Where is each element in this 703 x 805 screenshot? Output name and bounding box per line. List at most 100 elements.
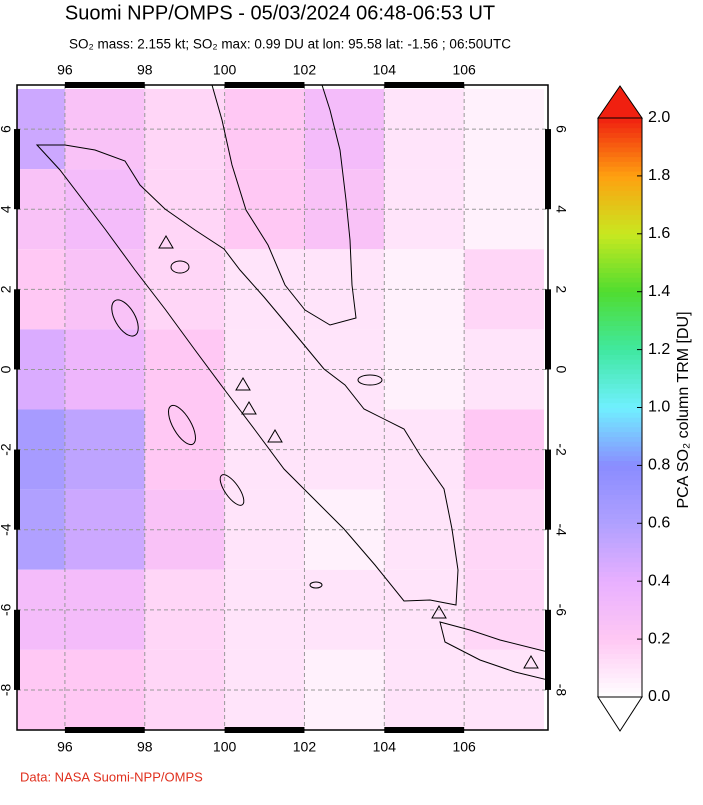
colorbar-step	[598, 248, 642, 254]
so2-cell	[304, 649, 385, 730]
volcano	[267, 429, 283, 443]
colorbar-step	[598, 421, 642, 428]
colorbar-step	[598, 257, 642, 264]
y-tick-label: 6	[553, 125, 569, 133]
java	[439, 621, 548, 681]
island	[309, 581, 323, 589]
colorbar-step	[598, 315, 642, 322]
colorbar-step	[598, 465, 642, 471]
colorbar-step	[598, 475, 642, 481]
x-tick-label: 102	[293, 62, 317, 78]
colorbar-step	[598, 368, 642, 375]
colorbar-step	[598, 349, 642, 355]
colorbar-tick-label: 1.2	[648, 341, 670, 358]
colorbar-step	[598, 470, 642, 476]
so2-cell	[304, 409, 385, 490]
colorbar-label: PCA SO₂ column TRM [DU]	[675, 311, 692, 508]
so2-cell	[144, 649, 225, 730]
colorbar-step	[598, 296, 642, 302]
colorbar-step	[598, 330, 642, 336]
colorbar-step	[598, 344, 642, 351]
colorbar-step	[598, 566, 642, 573]
colorbar-step	[598, 166, 642, 172]
island	[168, 404, 196, 446]
so2-cell	[464, 169, 545, 250]
colorbar-step	[598, 537, 642, 544]
colorbar-step	[598, 513, 642, 519]
colorbar-step	[598, 692, 642, 698]
colorbar-step	[598, 595, 642, 601]
colorbar-step	[598, 180, 642, 187]
frame-band	[545, 289, 551, 370]
colorbar-step	[598, 378, 642, 384]
volcano	[241, 401, 257, 415]
colorbar-step	[598, 619, 642, 626]
y-tick-label: 4	[0, 205, 14, 213]
colorbar-step	[598, 354, 642, 360]
colorbar-step	[598, 204, 642, 211]
so2-cell	[464, 329, 545, 410]
colorbar-tick-label: 0.4	[648, 572, 670, 589]
volcano	[523, 655, 539, 669]
chart-title: Suomi NPP/OMPS - 05/03/2024 06:48-06:53 …	[65, 2, 495, 24]
y-tick-label: 2	[553, 285, 569, 293]
x-tick-label: 98	[137, 739, 153, 755]
x-tick-label: 100	[213, 739, 237, 755]
subtitle: SO₂ mass: 2.155 kt; SO₂ max: 0.99 DU at …	[69, 37, 511, 52]
colorbar-step	[598, 571, 642, 577]
colorbar-step	[598, 658, 642, 664]
peninsula	[211, 85, 357, 326]
colorbar-step	[598, 634, 642, 640]
colorbar-step	[598, 359, 642, 365]
frame-band	[384, 727, 465, 733]
island	[111, 299, 139, 337]
colorbar-tick-label: 0.8	[648, 457, 670, 474]
so2-cell	[144, 569, 225, 650]
colorbar-step	[598, 460, 642, 466]
y-tick-label: -2	[553, 443, 569, 456]
colorbar-step	[598, 146, 642, 153]
y-tick-label: -4	[0, 523, 14, 536]
so2-cell	[464, 489, 545, 570]
colorbar-step	[598, 576, 642, 582]
colorbar-step	[598, 450, 642, 457]
colorbar-step	[598, 629, 642, 635]
colorbar-step	[598, 552, 642, 558]
y-tick-label: 0	[553, 366, 569, 374]
frame-band	[14, 129, 20, 210]
colorbar-step	[598, 286, 642, 293]
frame-band	[14, 609, 20, 690]
colorbar-bottom	[597, 696, 643, 732]
volcanoes	[158, 235, 539, 669]
colorbar-step	[598, 677, 642, 684]
colorbar-step	[598, 586, 642, 592]
colorbar-step	[598, 388, 642, 394]
colorbar-step	[598, 504, 642, 510]
colorbar-step	[598, 446, 642, 452]
colorbar-step	[598, 561, 642, 568]
x-tick-label: 106	[452, 739, 476, 755]
frame-band	[64, 82, 145, 88]
so2-cell	[144, 169, 225, 250]
colorbar-step	[598, 407, 642, 413]
colorbar-step	[598, 151, 642, 158]
colorbar-step	[598, 499, 642, 505]
y-tick-label: -6	[553, 604, 569, 617]
colorbar-step	[598, 489, 642, 495]
colorbar-tick-label: 1.0	[648, 399, 670, 416]
colorbar-step	[598, 195, 642, 201]
colorbar-step	[598, 311, 642, 317]
colorbar-step	[598, 436, 642, 442]
volcano	[431, 605, 447, 619]
so2-cell	[144, 409, 225, 490]
frame-band	[14, 289, 20, 370]
frame-band	[64, 727, 145, 733]
lake	[170, 260, 190, 274]
so2-cell	[464, 649, 545, 730]
frame-band	[384, 82, 465, 88]
colorbar-step	[598, 532, 642, 539]
colorbar-step	[598, 272, 642, 278]
colorbar-step	[598, 262, 642, 269]
colorbar-tick-label: 0.2	[648, 630, 670, 647]
colorbar-step	[598, 431, 642, 437]
